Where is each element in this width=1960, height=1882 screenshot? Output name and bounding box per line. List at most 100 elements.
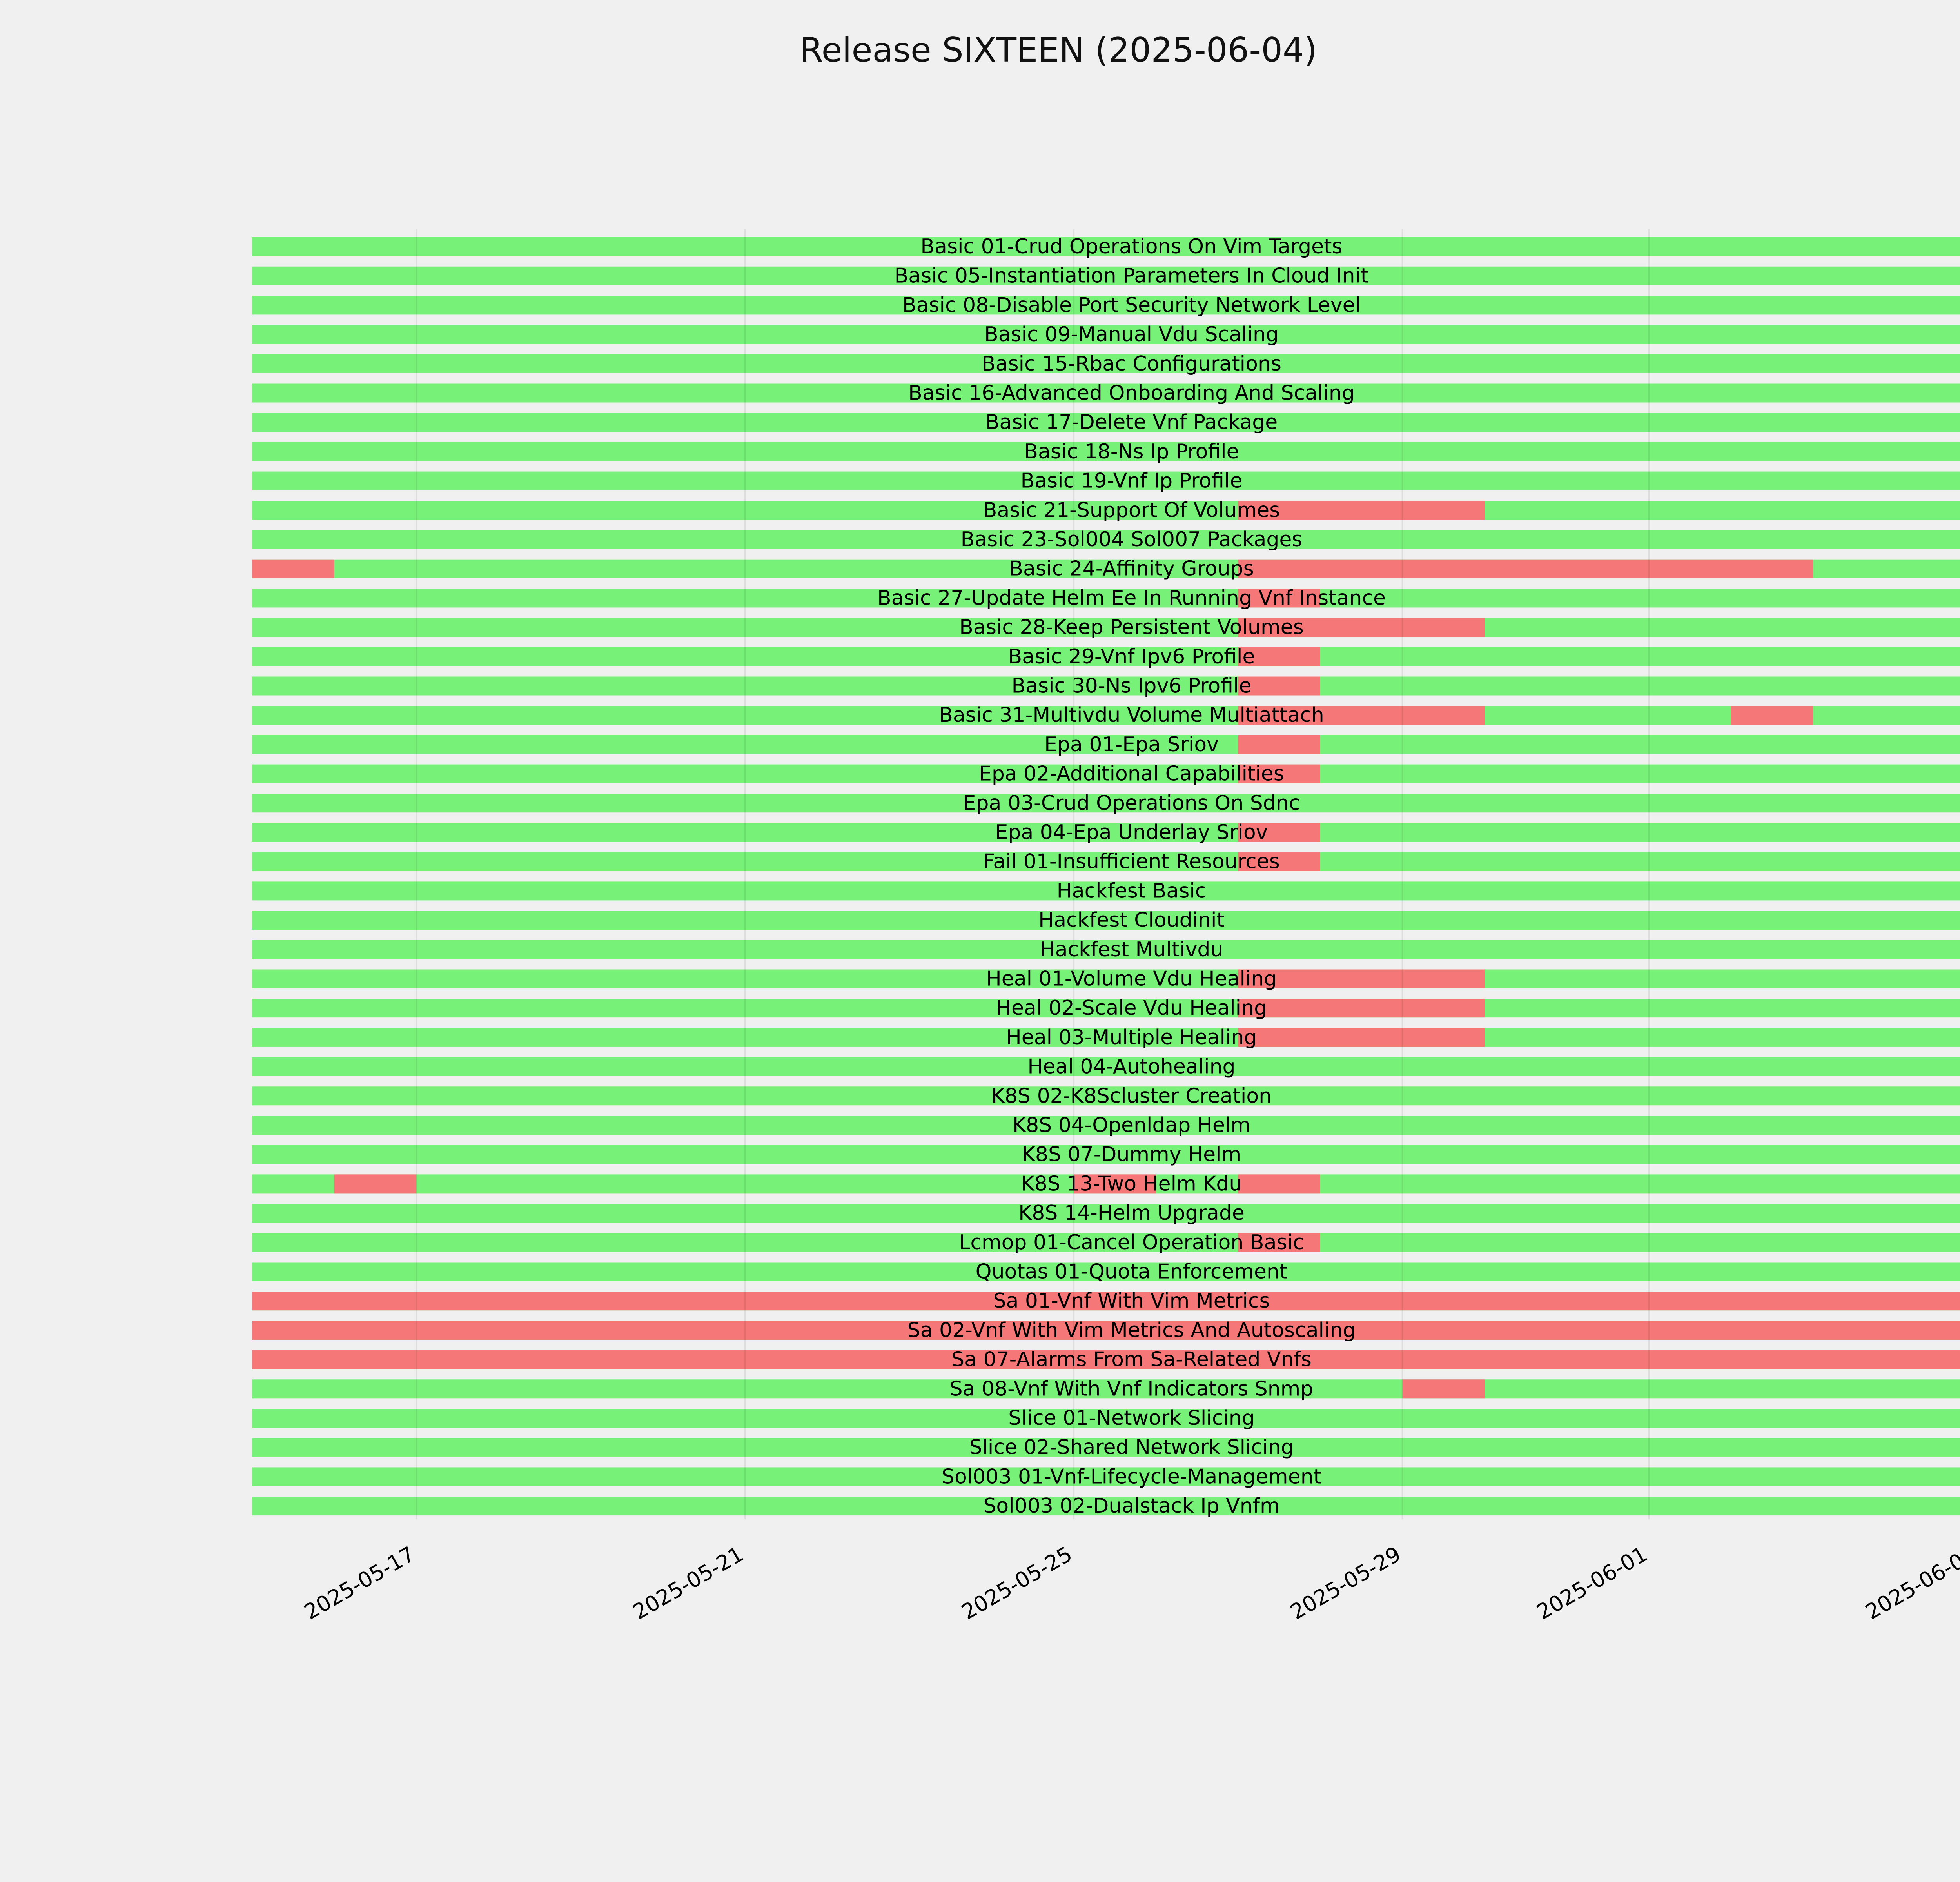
- row-label: Basic 05-Instantiation Parameters In Clo…: [895, 264, 1369, 288]
- pass-bar: [252, 383, 1960, 403]
- fail-bar: [1402, 1379, 1485, 1399]
- row-label: Basic 18-Ns Ip Profile: [1024, 440, 1239, 463]
- pass-bar: [252, 1145, 1960, 1164]
- fail-bar: [1238, 589, 1321, 608]
- pass-bar: [252, 1204, 1960, 1223]
- pass-bar: [252, 1086, 1960, 1106]
- pass-bar: [252, 794, 1960, 813]
- row-label: Epa 01-Epa Sriov: [1044, 733, 1219, 756]
- row-label: Epa 04-Epa Underlay Sriov: [995, 821, 1268, 844]
- fail-bar: [1238, 969, 1485, 988]
- fail-bar: [1238, 1233, 1321, 1252]
- pass-bar: [252, 1379, 1960, 1399]
- row-label: Basic 21-Support Of Volumes: [983, 498, 1280, 522]
- row-label: Heal 04-Autohealing: [1027, 1055, 1235, 1079]
- pass-bar: [252, 1497, 1960, 1516]
- pass-bar: [252, 618, 1960, 637]
- row-label: Basic 09-Manual Vdu Scaling: [984, 323, 1279, 346]
- row-label: Epa 03-Crud Operations On Sdnc: [963, 791, 1300, 815]
- pass-bar: [252, 764, 1960, 783]
- row-label: Slice 01-Network Slicing: [1008, 1406, 1255, 1430]
- row-label: Fail 01-Insufficient Resources: [983, 850, 1279, 874]
- row-label: Sa 01-Vnf With Vim Metrics: [993, 1289, 1270, 1313]
- fail-bar: [1238, 559, 1813, 578]
- pass-bar: [252, 940, 1960, 959]
- fail-bar: [1238, 501, 1485, 520]
- fail-bar: [1238, 1174, 1321, 1194]
- row-label: K8S 02-K8Scluster Creation: [991, 1084, 1272, 1108]
- row-label: Basic 31-Multivdu Volume Multiattach: [939, 703, 1324, 727]
- x-tick-label: 2025-06-01: [1533, 1542, 1651, 1624]
- pass-bar: [252, 530, 1960, 549]
- row-label: Basic 19-Vnf Ip Profile: [1020, 469, 1242, 493]
- fail-bar: [1238, 706, 1485, 725]
- pass-bar: [252, 1057, 1960, 1076]
- row-label: Sa 07-Alarms From Sa-Related Vnfs: [951, 1348, 1312, 1372]
- fail-bar: [1238, 764, 1321, 783]
- fail-bar: [1238, 676, 1321, 696]
- row-label: Basic 28-Keep Persistent Volumes: [959, 616, 1303, 639]
- fail-bar: [252, 1321, 1960, 1340]
- pass-bar: [252, 852, 1960, 871]
- pass-bar: [252, 1467, 1960, 1486]
- pass-bar: [252, 911, 1960, 930]
- row-label: Basic 24-Affinity Groups: [1009, 557, 1254, 581]
- fail-bar: [1238, 647, 1321, 666]
- fail-bar: [1238, 852, 1321, 871]
- pass-bar: [252, 501, 1960, 520]
- pass-bar: [252, 676, 1960, 696]
- pass-bar: [252, 413, 1960, 432]
- pass-bar: [252, 735, 1960, 754]
- fail-bar: [1238, 735, 1321, 754]
- row-label: Basic 08-Disable Port Security Network L…: [902, 293, 1361, 317]
- pass-bar: [252, 1233, 1960, 1252]
- row-label: K8S 13-Two Helm Kdu: [1021, 1172, 1242, 1195]
- row-label: Basic 17-Delete Vnf Package: [985, 411, 1278, 434]
- fail-bar: [252, 1292, 1960, 1311]
- row-label: Hackfest Basic: [1057, 879, 1207, 903]
- row-label: Heal 03-Multiple Healing: [1006, 1026, 1257, 1049]
- row-label: Basic 23-Sol004 Sol007 Packages: [961, 528, 1303, 551]
- row-label: Sol003 02-Dualstack Ip Vnfm: [983, 1494, 1279, 1518]
- fail-bar: [252, 1350, 1960, 1369]
- row-label: Hackfest Multivdu: [1040, 938, 1223, 961]
- x-tick-label: 2025-05-29: [1286, 1542, 1405, 1624]
- pass-bar: [252, 589, 1960, 608]
- pass-bar: [252, 881, 1960, 901]
- x-tick-label: 2025-05-21: [629, 1542, 748, 1624]
- pass-bar: [252, 1028, 1960, 1047]
- pass-bar: [252, 266, 1960, 285]
- x-tick-label: 2025-05-25: [957, 1542, 1076, 1624]
- row-label: Lcmop 01-Cancel Operation Basic: [959, 1231, 1304, 1254]
- pass-bar: [252, 647, 1960, 666]
- fail-bar: [1238, 618, 1485, 637]
- fail-bar: [252, 559, 334, 578]
- pass-bar: [252, 823, 1960, 842]
- row-label: Basic 27-Update Helm Ee In Running Vnf I…: [877, 586, 1386, 610]
- row-label: Heal 01-Volume Vdu Healing: [986, 967, 1277, 991]
- pass-bar: [252, 1116, 1960, 1135]
- pass-bar: [252, 1438, 1960, 1457]
- pass-bar: [252, 471, 1960, 490]
- pass-bar: [252, 706, 1960, 725]
- pass-bar: [252, 969, 1960, 988]
- row-label: Basic 30-Ns Ipv6 Profile: [1011, 674, 1251, 698]
- pass-bar: [252, 1262, 1960, 1281]
- row-label: Sa 08-Vnf With Vnf Indicators Snmp: [950, 1377, 1314, 1401]
- pass-bar: [252, 442, 1960, 461]
- fail-bar: [334, 1174, 417, 1194]
- pass-bar: [252, 237, 1960, 256]
- row-label: Slice 02-Shared Network Slicing: [969, 1436, 1294, 1459]
- fail-bar: [1238, 999, 1485, 1018]
- row-label: Quotas 01-Quota Enforcement: [976, 1260, 1288, 1284]
- row-label: Basic 16-Advanced Onboarding And Scaling: [908, 381, 1355, 405]
- row-label: Basic 15-Rbac Configurations: [982, 352, 1281, 376]
- pass-bar: [252, 296, 1960, 315]
- row-label: Sol003 01-Vnf-Lifecycle-Management: [942, 1465, 1321, 1488]
- row-label: K8S 07-Dummy Helm: [1022, 1143, 1241, 1166]
- pass-bar: [252, 354, 1960, 373]
- x-tick-label: 2025-05-17: [300, 1542, 419, 1624]
- chart-title: Release SIXTEEN (2025-06-04): [799, 31, 1318, 70]
